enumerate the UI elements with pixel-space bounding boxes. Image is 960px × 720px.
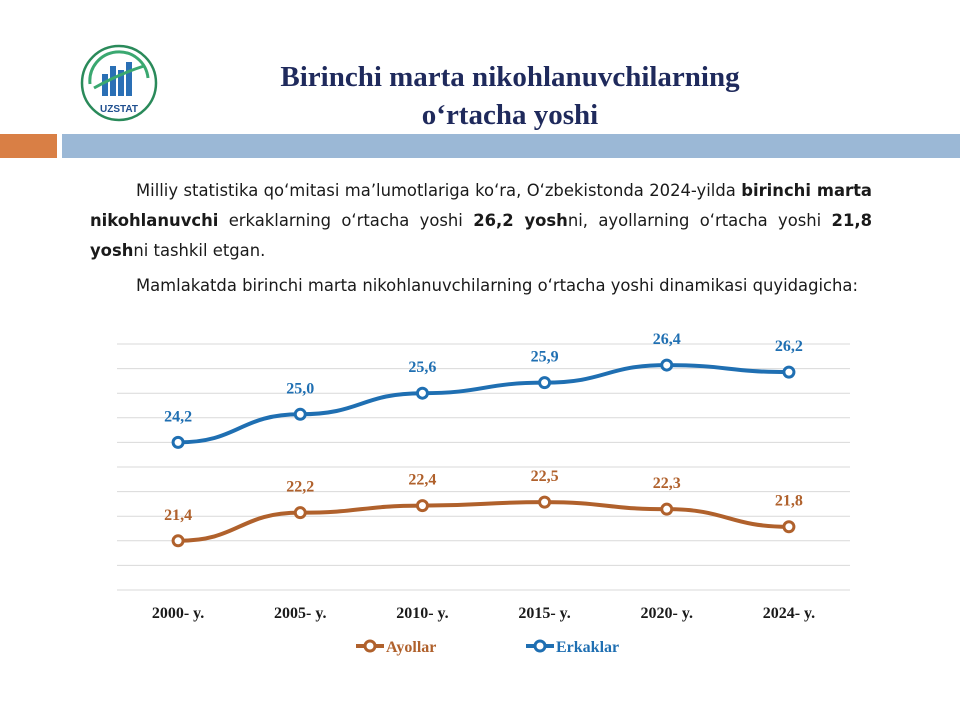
data-label: 22,5 [531,468,559,485]
p1-text-4: ni tashkil etgan. [133,241,266,260]
p1-bold-1: birinchi marta nikohlanuvchi [90,181,872,230]
age-line-chart: 2000- y. 2005- y. 2010- y. 2015- y. 2020- y.… [117,331,850,656]
x-tick-label: 2000- y. [152,605,204,622]
data-point [782,365,796,379]
data-point [415,499,429,513]
page-title: Birinchi marta nikohlanuvchilarning oʻrt… [180,58,840,134]
x-tick-label: 2015- y. [518,605,570,622]
title-line-1: Birinchi marta nikohlanuvchilarning [280,61,740,93]
data-label: 22,3 [653,475,681,492]
data-label: 26,2 [775,338,803,355]
data-point [538,495,552,509]
legend-label-ayollar: Ayollar [386,639,436,656]
x-tick-label: 2010- y. [396,605,448,622]
data-label: 26,4 [653,331,681,348]
legend-label-erkaklar: Erkaklar [556,639,619,656]
data-label: 24,2 [164,408,192,425]
paragraph-1: Milliy statistika qoʻmitasi maʼlumotlari… [90,176,872,266]
data-label: 25,0 [286,380,314,397]
p1-bold-3: 21,8 yosh [90,211,872,260]
data-point [538,376,552,390]
data-label: 21,8 [775,493,803,510]
data-point [293,506,307,520]
data-label: 21,4 [164,507,192,524]
data-label: 22,4 [408,472,436,489]
legend-marker [363,639,377,653]
accent-bar-blue [62,134,960,158]
data-point [171,435,185,449]
data-point [293,407,307,421]
accent-bar-orange [0,134,57,158]
data-point [171,534,185,548]
logo-text: UZSTAT [100,104,138,115]
paragraph-2: Mamlakatda birinchi marta nikohlanuvchil… [136,276,859,295]
series-line-erkaklar [178,363,789,445]
x-tick-label: 2024- y. [763,605,815,622]
data-point [782,520,796,534]
data-point [660,502,674,516]
body-text: Milliy statistika qoʻmitasi maʼlumotlari… [90,176,872,306]
legend-marker [533,639,547,653]
series-line-ayollar [178,500,789,543]
data-point [660,358,674,372]
data-label: 25,9 [531,349,559,366]
data-point [415,386,429,400]
uzstat-logo-icon: UZSTAT [80,44,158,122]
data-label: 22,2 [286,479,314,496]
data-label: 25,6 [408,359,436,376]
p1-text-3: ni, ayollarning oʻrtacha yoshi [567,211,832,230]
title-line-2: oʻrtacha yoshi [421,99,599,131]
x-tick-label: 2020- y. [641,605,693,622]
p1-text-2: erkaklarning oʻrtacha yoshi [218,211,474,230]
p1-bold-2: 26,2 yosh [473,211,568,230]
p1-text-1: Milliy statistika qoʻmitasi maʼlumotlari… [136,181,742,200]
x-tick-label: 2005- y. [274,605,326,622]
